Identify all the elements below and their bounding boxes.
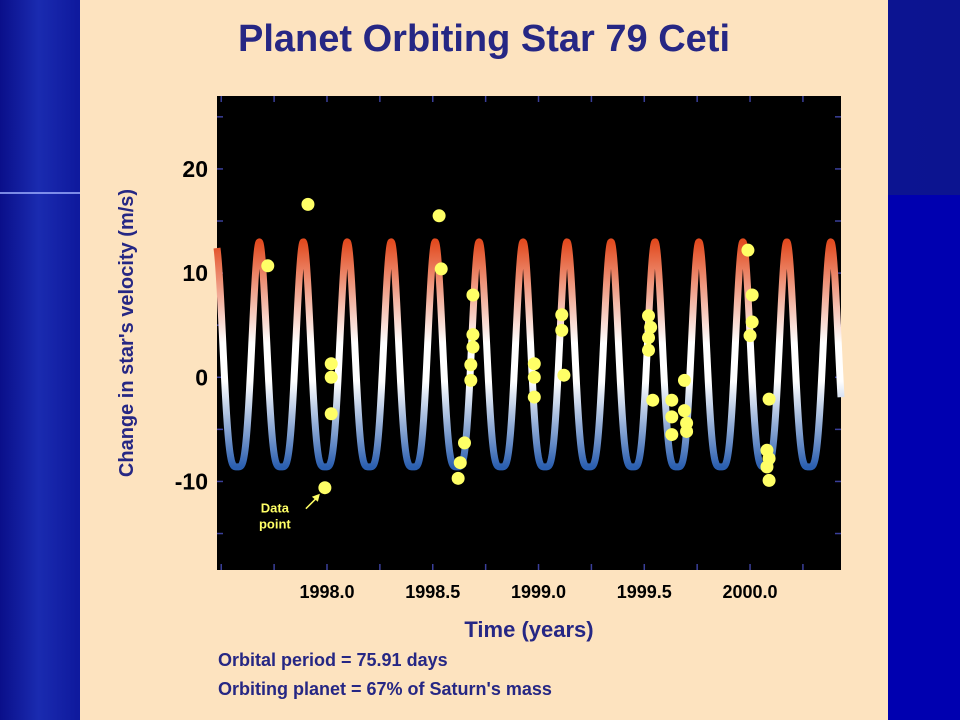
data-point [324,370,338,384]
data-point [743,329,757,343]
y-tick-label: -10 [175,468,208,494]
data-point [677,373,691,387]
decorative-block [888,195,960,720]
data-point [527,370,541,384]
data-point [762,473,776,487]
data-point [555,308,569,322]
data-point [557,368,571,382]
data-point [760,460,774,474]
data-point [301,197,315,211]
data-point [464,373,478,387]
data-point [527,390,541,404]
data-point [324,407,338,421]
chart-panel: Planet Orbiting Star 79 Ceti Data point 20… [80,0,888,720]
y-axis-label: Change in star's velocity (m/s) [116,189,138,477]
y-tick-label: 10 [182,260,208,286]
data-point [642,331,656,345]
y-tick-label: 20 [182,156,208,182]
data-point [434,262,448,276]
orbital-period-note: Orbital period = 75.91 days [218,650,448,670]
x-tick-label: 1999.0 [511,582,566,602]
x-tick-label: 1999.5 [617,582,672,602]
data-point [464,358,478,372]
x-tick-label: 2000.0 [723,582,778,602]
data-point [644,320,658,334]
annotation-text: Data [261,501,290,516]
data-point [745,288,759,302]
data-point [555,323,569,337]
model-curve [213,238,845,471]
data-point [665,410,679,424]
data-point [466,340,480,354]
y-tick-label: 0 [195,364,208,390]
data-point [324,357,338,371]
data-point [642,309,656,323]
data-point [261,259,275,273]
data-point [457,436,471,450]
data-point [432,209,446,223]
planet-mass-note: Orbiting planet = 67% of Saturn's mass [218,679,552,699]
data-point [677,404,691,418]
data-point [466,288,480,302]
x-tick-label: 1998.5 [405,582,460,602]
data-point [762,392,776,406]
data-point [741,243,755,257]
annotation-arrowhead [311,493,320,502]
annotation-text: point [259,517,291,532]
data-point [642,343,656,357]
data-point [318,481,332,495]
chart-title: Planet Orbiting Star 79 Ceti [238,18,730,60]
data-point [451,471,465,485]
data-point [665,428,679,442]
data-point [466,328,480,342]
x-tick-label: 1998.0 [299,582,354,602]
data-point [665,393,679,407]
data-point [453,456,467,470]
data-point [527,357,541,371]
data-point [646,393,660,407]
data-point [745,315,759,329]
x-axis-label: Time (years) [464,617,593,642]
annotation-arrow [305,497,318,510]
data-point [680,424,694,438]
